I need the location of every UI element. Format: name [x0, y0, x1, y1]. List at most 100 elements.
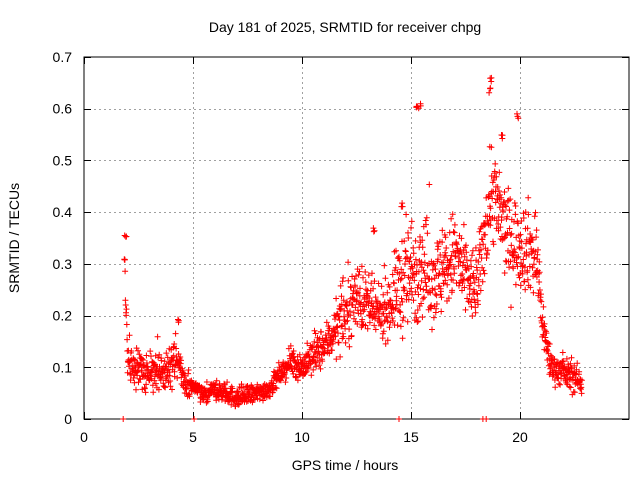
data-point: [495, 221, 502, 227]
data-point: [367, 310, 374, 316]
data-point: [475, 282, 482, 289]
data-point: [278, 377, 284, 384]
data-point: [535, 246, 541, 253]
data-point: [182, 386, 189, 393]
data-point: [138, 369, 145, 375]
data-point: [135, 347, 141, 354]
data-point: [551, 356, 558, 363]
data-point: [386, 324, 393, 331]
data-point: [397, 309, 404, 316]
data-point: [419, 244, 426, 251]
data-point: [517, 282, 524, 289]
data-point: [500, 208, 507, 215]
data-point: [345, 277, 352, 284]
data-point: [332, 333, 339, 340]
data-point: [438, 308, 445, 315]
data-point: [344, 317, 351, 324]
data-point: [517, 231, 524, 238]
data-point: [350, 287, 357, 294]
data-point: [428, 302, 435, 309]
data-point: [466, 286, 473, 292]
data-point: [362, 322, 369, 329]
data-point: [260, 397, 266, 404]
data-point: [158, 357, 165, 364]
data-point: [167, 383, 174, 390]
data-point: [523, 240, 529, 247]
data-point: [177, 354, 184, 360]
data-point: [404, 318, 411, 325]
chart-title: Day 181 of 2025, SRMTID for receiver chp…: [209, 19, 481, 35]
data-point: [452, 253, 459, 260]
data-point: [323, 319, 330, 326]
data-point: [243, 398, 250, 405]
data-point: [488, 144, 495, 151]
data-point: [515, 220, 522, 227]
y-tick-label: 0: [64, 411, 72, 427]
data-point: [340, 297, 347, 304]
data-point: [438, 288, 444, 295]
data-point: [522, 286, 529, 293]
data-point: [175, 317, 182, 324]
y-tick-label: 0.2: [53, 308, 73, 324]
data-point: [463, 257, 470, 264]
data-point: [337, 306, 344, 313]
data-point: [475, 276, 482, 283]
data-point: [533, 227, 540, 234]
data-point: [527, 231, 534, 237]
data-point: [323, 335, 330, 341]
data-point: [366, 319, 373, 326]
data-point: [312, 359, 319, 366]
data-point: [444, 281, 451, 288]
data-point: [147, 348, 154, 355]
x-tick-label: 15: [403, 429, 419, 445]
data-point: [324, 347, 331, 354]
data-point: [368, 280, 375, 287]
data-point: [384, 318, 391, 325]
data-point: [566, 383, 573, 390]
data-point: [156, 351, 163, 358]
data-point: [369, 270, 375, 277]
data-point: [432, 291, 439, 298]
data-point: [516, 244, 523, 250]
data-point: [471, 279, 478, 286]
data-point: [389, 271, 396, 278]
data-point: [568, 354, 575, 361]
data-point: [346, 343, 353, 350]
data-point: [521, 264, 528, 271]
data-point: [355, 289, 362, 296]
data-point: [559, 358, 566, 365]
data-point: [326, 350, 333, 357]
data-point: [525, 194, 532, 201]
data-point: [469, 313, 476, 319]
data-point: [418, 259, 425, 266]
data-point: [355, 271, 362, 278]
data-point: [163, 350, 170, 357]
x-tick-label: 20: [512, 429, 528, 445]
data-point: [470, 275, 477, 282]
data-point: [413, 314, 420, 321]
data-point: [534, 251, 541, 258]
data-point: [499, 132, 506, 139]
data-point: [547, 352, 554, 359]
data-point: [316, 362, 323, 369]
data-point: [536, 287, 543, 293]
data-point: [128, 371, 135, 378]
data-point: [504, 213, 511, 220]
data-point: [409, 265, 416, 271]
data-point: [518, 245, 525, 252]
data-point: [577, 385, 583, 392]
data-point: [124, 336, 131, 343]
data-point: [384, 314, 390, 321]
data-point: [123, 233, 130, 240]
data-point: [578, 377, 585, 384]
data-point: [467, 280, 474, 287]
data-point: [399, 298, 406, 305]
data-point: [524, 267, 531, 274]
data-point: [487, 85, 494, 92]
data-point: [504, 229, 511, 236]
data-point: [397, 323, 404, 330]
data-point: [469, 247, 476, 254]
x-axis-title: GPS time / hours: [292, 457, 399, 473]
data-point: [505, 197, 512, 204]
data-point: [520, 256, 527, 263]
